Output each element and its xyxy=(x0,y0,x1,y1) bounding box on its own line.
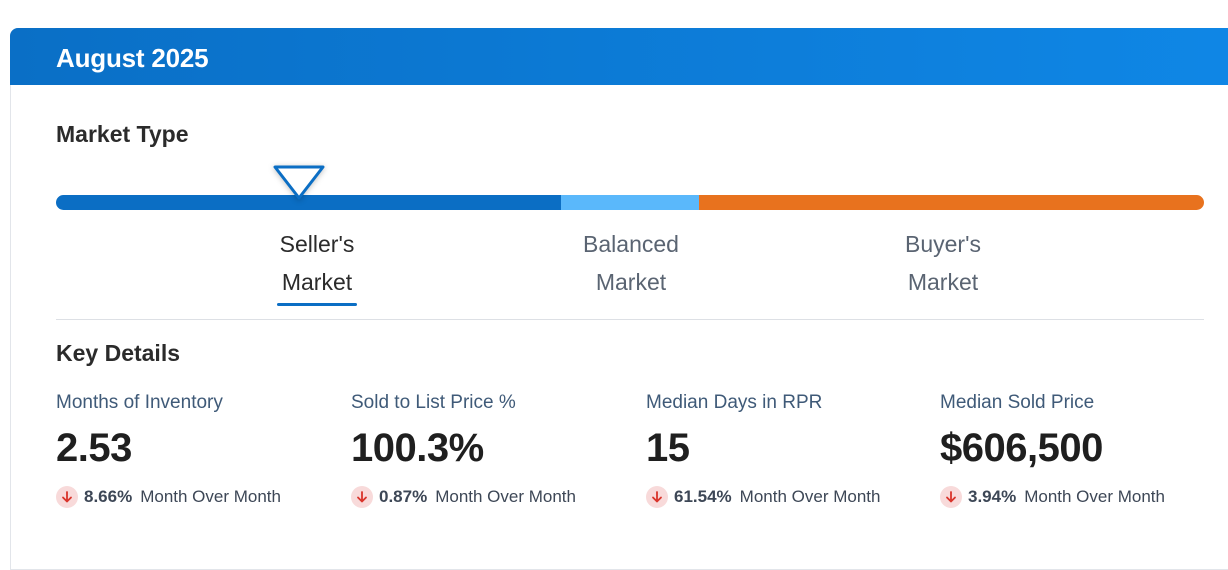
stat-change-percent: 3.94% xyxy=(968,487,1017,506)
buyers-market-line1: Buyer's xyxy=(905,231,981,257)
sellers-market-line2: Market xyxy=(281,269,353,295)
card-title: August 2025 xyxy=(56,43,209,73)
tab-sellers-market[interactable]: Seller's Market xyxy=(257,225,377,306)
arrow-down-icon xyxy=(56,486,78,508)
stat-median-sold-price: Median Sold Price $606,500 3.94% Month O… xyxy=(940,390,1228,509)
market-indicator-icon xyxy=(273,165,325,200)
section-divider xyxy=(56,319,1204,320)
stat-change: 0.87% Month Over Month xyxy=(351,485,641,509)
stat-value: 15 xyxy=(646,426,690,470)
key-details-heading: Key Details xyxy=(56,340,181,366)
tab-buyers-market[interactable]: Buyer's Market xyxy=(883,225,1003,301)
buyers-market-line2: Market xyxy=(907,269,979,295)
stat-change-label: Month Over Month xyxy=(1024,487,1165,506)
buyer-market-segment xyxy=(699,195,1204,210)
stat-change-label: Month Over Month xyxy=(435,487,576,506)
stat-change-percent: 61.54% xyxy=(674,487,732,506)
stat-change-label: Month Over Month xyxy=(739,487,881,506)
stat-change-label: Month Over Month xyxy=(140,487,281,506)
stat-value: $606,500 xyxy=(940,426,1103,470)
stat-label: Median Days in RPR xyxy=(646,392,823,413)
stat-label: Months of Inventory xyxy=(56,392,223,413)
stat-value: 2.53 xyxy=(56,426,132,470)
sellers-market-line1: Seller's xyxy=(279,231,355,257)
seller-market-segment xyxy=(56,195,576,210)
stat-sold-to-list: Sold to List Price % 100.3% 0.87% Month … xyxy=(351,390,641,509)
arrow-down-icon xyxy=(940,486,962,508)
arrow-down-icon xyxy=(351,486,373,508)
card-header xyxy=(10,28,1228,85)
stat-change: 61.54% Month Over Month xyxy=(646,485,936,509)
stat-change-percent: 8.66% xyxy=(84,487,133,506)
arrow-down-icon xyxy=(646,486,668,508)
stat-change-percent: 0.87% xyxy=(379,487,428,506)
stat-change: 8.66% Month Over Month xyxy=(56,485,346,509)
balanced-market-line1: Balanced xyxy=(583,231,679,257)
market-card xyxy=(10,28,1228,570)
stat-value: 100.3% xyxy=(351,426,484,470)
balanced-market-line2: Market xyxy=(595,269,667,295)
balanced-market-segment xyxy=(561,195,701,210)
stat-median-days: Median Days in RPR 15 61.54% Month Over … xyxy=(646,390,936,509)
stat-label: Median Sold Price xyxy=(940,392,1095,413)
stat-label: Sold to List Price % xyxy=(351,392,516,413)
market-type-heading: Market Type xyxy=(56,121,189,147)
stat-change: 3.94% Month Over Month xyxy=(940,485,1228,509)
tab-balanced-market[interactable]: Balanced Market xyxy=(561,225,701,301)
stat-months-of-inventory: Months of Inventory 2.53 8.66% Month Ove… xyxy=(56,390,346,509)
